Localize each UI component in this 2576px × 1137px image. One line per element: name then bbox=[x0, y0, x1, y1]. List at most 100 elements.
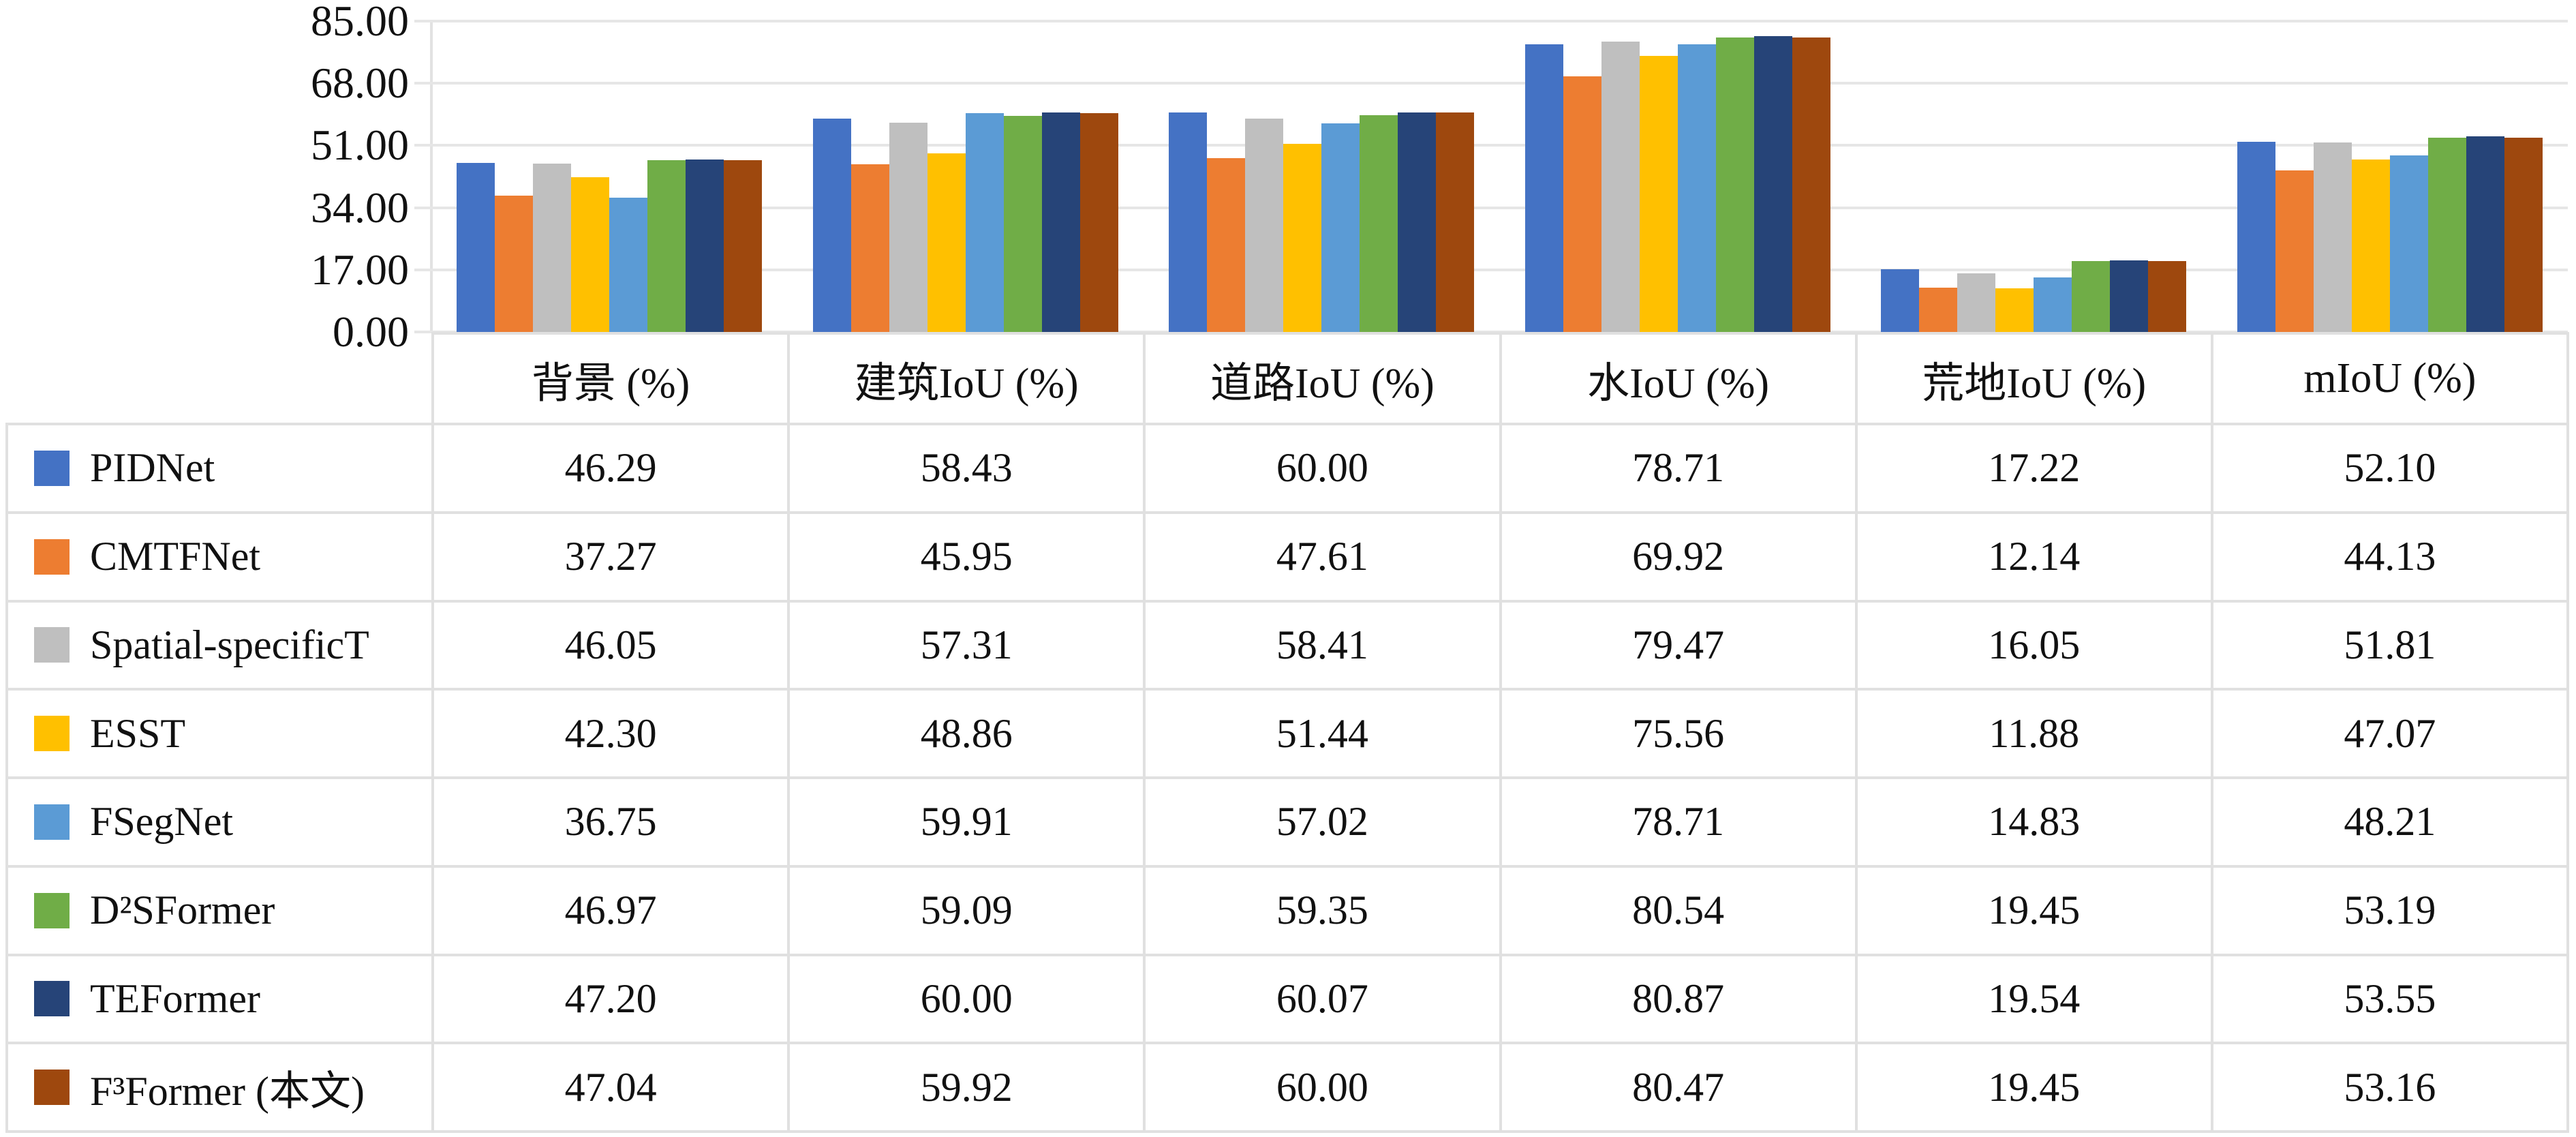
bar-series5-cat2 bbox=[965, 112, 1004, 332]
value-cell-r8-c5: 19.45 bbox=[1854, 1042, 2211, 1130]
bar-series5-cat3 bbox=[1321, 123, 1360, 332]
value-cell-r8-c1: 47.04 bbox=[431, 1042, 788, 1130]
series-name-label: TEFormer bbox=[90, 975, 260, 1021]
y-axis-tick-label: 34.00 bbox=[311, 183, 409, 232]
bar-series7-cat6 bbox=[2466, 136, 2504, 332]
bar-series8-cat2 bbox=[1079, 112, 1118, 332]
legend-swatch bbox=[34, 716, 70, 752]
value-cell-r5-c2: 59.91 bbox=[787, 776, 1144, 865]
value-cell-r1-c5: 17.22 bbox=[1854, 423, 2211, 511]
value-cell-r4-c3: 51.44 bbox=[1143, 688, 1499, 776]
bar-group-cat1 bbox=[431, 21, 788, 332]
gridline bbox=[414, 206, 2568, 209]
bar-series4-cat6 bbox=[2351, 160, 2390, 332]
bar-series8-cat1 bbox=[724, 160, 763, 332]
value-cell-r6-c2: 59.09 bbox=[787, 864, 1144, 954]
bar-series5-cat4 bbox=[1677, 44, 1716, 332]
y-axis-tick-label: 0.00 bbox=[333, 307, 409, 356]
value-cell-r4-c1: 42.30 bbox=[431, 688, 788, 776]
bar-series7-cat3 bbox=[1398, 112, 1437, 332]
series-name-label: Spatial-specificT bbox=[90, 622, 369, 667]
bar-series1-cat2 bbox=[812, 118, 851, 332]
legend-swatch bbox=[34, 1070, 70, 1106]
value-cell-r6-c3: 59.35 bbox=[1143, 864, 1499, 954]
value-cell-r4-c4: 75.56 bbox=[1499, 688, 1855, 776]
legend-cell-row7: TEFormer bbox=[5, 953, 431, 1042]
column-header-cat4: 水IoU (%) bbox=[1499, 332, 1855, 423]
series-name-label: CMTFNet bbox=[90, 534, 261, 579]
value-cell-r2-c5: 12.14 bbox=[1854, 511, 2211, 600]
column-header-cat1: 背景 (%) bbox=[431, 332, 788, 423]
gridline bbox=[414, 268, 2568, 271]
bar-series8-cat3 bbox=[1436, 112, 1475, 332]
bar-group-cat2 bbox=[788, 21, 1144, 332]
value-cell-r3-c4: 79.47 bbox=[1499, 599, 1855, 688]
y-axis-line bbox=[430, 21, 433, 333]
bar-series2-cat6 bbox=[2275, 170, 2314, 332]
bar-series1-cat6 bbox=[2237, 141, 2275, 332]
value-cell-r5-c5: 14.83 bbox=[1854, 776, 2211, 865]
bar-series2-cat2 bbox=[850, 164, 889, 332]
value-cell-r8-c4: 80.47 bbox=[1499, 1042, 1855, 1130]
value-cell-r5-c6: 48.21 bbox=[2210, 776, 2566, 865]
value-cell-r7-c2: 60.00 bbox=[787, 953, 1144, 1042]
legend-swatch bbox=[34, 450, 70, 486]
column-header-cat2: 建筑IoU (%) bbox=[787, 332, 1144, 423]
value-cell-r3-c6: 51.81 bbox=[2210, 599, 2566, 688]
value-cell-r7-c5: 19.54 bbox=[1854, 953, 2211, 1042]
value-cell-r1-c2: 58.43 bbox=[787, 423, 1144, 511]
legend-swatch bbox=[34, 539, 70, 575]
bar-series3-cat6 bbox=[2313, 142, 2352, 332]
series-name-label: F³Former (本文) bbox=[90, 1068, 365, 1114]
bar-series6-cat6 bbox=[2427, 137, 2466, 332]
y-axis-tick-label: 85.00 bbox=[311, 0, 409, 45]
series-name-label: PIDNet bbox=[90, 445, 215, 491]
bar-series8-cat6 bbox=[2504, 137, 2543, 332]
bar-group-cat5 bbox=[1856, 21, 2212, 332]
bar-series7-cat5 bbox=[2110, 260, 2149, 332]
value-cell-r3-c1: 46.05 bbox=[431, 599, 788, 688]
value-cell-r1-c1: 46.29 bbox=[431, 423, 788, 511]
bar-series4-cat3 bbox=[1283, 144, 1322, 332]
value-cell-r6-c6: 53.19 bbox=[2210, 864, 2566, 954]
value-cell-r8-c6: 53.16 bbox=[2210, 1042, 2566, 1130]
value-cell-r6-c4: 80.54 bbox=[1499, 864, 1855, 954]
bar-group-cat3 bbox=[1144, 21, 1500, 332]
bar-series3-cat5 bbox=[1957, 273, 1996, 332]
bar-series2-cat1 bbox=[495, 196, 534, 332]
value-cell-r2-c2: 45.95 bbox=[787, 511, 1144, 600]
legend-cell-row6: D²SFormer bbox=[5, 864, 431, 954]
bar-series2-cat5 bbox=[1919, 287, 1958, 332]
bar-series6-cat4 bbox=[1715, 37, 1754, 332]
y-axis-tick-label: 51.00 bbox=[311, 121, 409, 170]
y-axis-tick-label: 17.00 bbox=[311, 245, 409, 294]
bar-series4-cat5 bbox=[1995, 288, 2034, 332]
bar-series7-cat4 bbox=[1753, 36, 1792, 332]
value-cell-r8-c2: 59.92 bbox=[787, 1042, 1144, 1130]
bar-series1-cat1 bbox=[457, 162, 495, 332]
bar-series4-cat1 bbox=[571, 177, 610, 332]
value-cell-r3-c5: 16.05 bbox=[1854, 599, 2211, 688]
legend-swatch bbox=[34, 804, 70, 840]
legend-cell-row2: CMTFNet bbox=[5, 511, 431, 600]
bar-series5-cat6 bbox=[2389, 155, 2428, 332]
legend-cell-row5: FSegNet bbox=[5, 776, 431, 865]
bar-series6-cat5 bbox=[2072, 260, 2111, 332]
value-cell-r3-c3: 58.41 bbox=[1143, 599, 1499, 688]
bar-series6-cat3 bbox=[1360, 115, 1398, 332]
bar-series4-cat4 bbox=[1639, 55, 1678, 332]
data-table: 背景 (%) 建筑IoU (%) 道路IoU (%) 水IoU (%) 荒地IoU (%… bbox=[5, 332, 2569, 1133]
series-name-label: D²SFormer bbox=[90, 888, 275, 933]
column-header-cat5: 荒地IoU (%) bbox=[1854, 332, 2211, 423]
bar-series3-cat4 bbox=[1601, 41, 1640, 332]
bar-series5-cat5 bbox=[2034, 277, 2072, 332]
value-cell-r2-c3: 47.61 bbox=[1143, 511, 1499, 600]
bar-series7-cat2 bbox=[1041, 112, 1080, 332]
legend-cell-row8: F³Former (本文) bbox=[5, 1042, 431, 1130]
value-cell-r6-c5: 19.45 bbox=[1854, 864, 2211, 954]
legend-cell-row1: PIDNet bbox=[5, 423, 431, 511]
table-corner-cell bbox=[5, 332, 431, 423]
bar-group-cat6 bbox=[2212, 21, 2569, 332]
legend-cell-row4: ESST bbox=[5, 688, 431, 776]
series-name-label: ESST bbox=[90, 710, 186, 756]
